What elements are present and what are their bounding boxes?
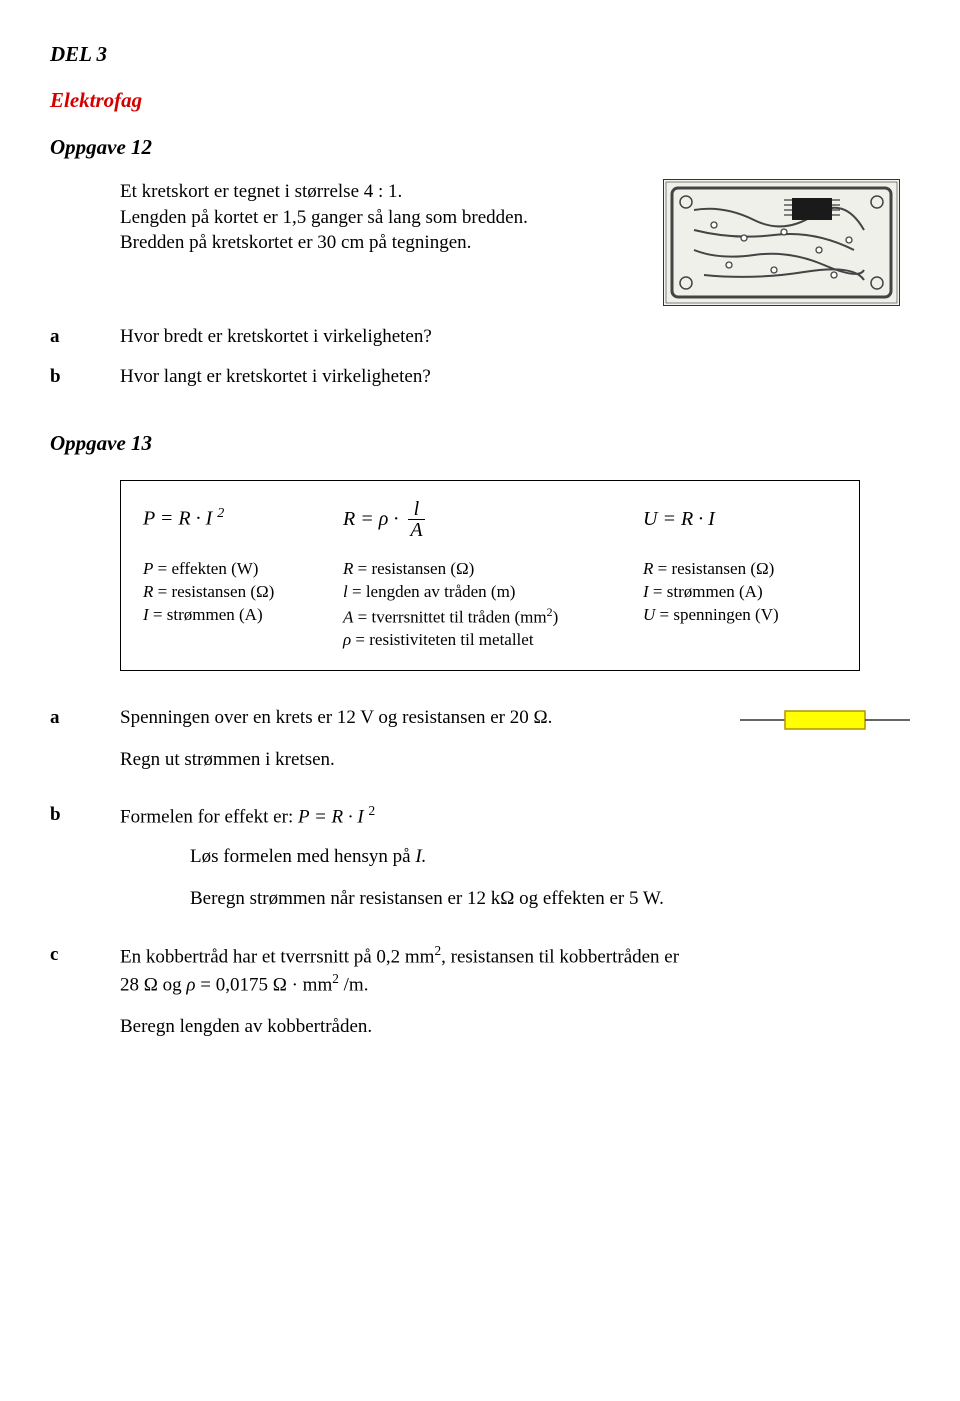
b-formula-sup: 2 bbox=[369, 803, 376, 818]
c-rho: ρ bbox=[186, 974, 195, 995]
def-line: R = resistansen (Ω) bbox=[643, 558, 837, 581]
def-line: ρ = resistiviteten til metallet bbox=[343, 629, 633, 652]
oppgave12-intro: Et kretskort er tegnet i størrelse 4 : 1… bbox=[50, 179, 910, 306]
defs-col3: R = resistansen (Ω) I = strømmen (A) U =… bbox=[633, 558, 837, 652]
part-letter: b bbox=[50, 802, 120, 830]
oppgave13-a: a Spenningen over en krets er 12 V og re… bbox=[50, 705, 910, 772]
def-line: P = effekten (W) bbox=[143, 558, 343, 581]
formula-row: P = R · I 2 R = ρ · l A U = R · I bbox=[143, 499, 837, 540]
b-formula: P = R · I bbox=[298, 807, 364, 828]
def-line: R = resistansen (Ω) bbox=[143, 581, 343, 604]
part-text: Formelen for effekt er: P = R · I 2 bbox=[120, 802, 840, 830]
intro-line: Bredden på kretskortet er 30 cm på tegni… bbox=[120, 230, 528, 256]
intro-line: Lengden på kortet er 1,5 ganger så lang … bbox=[120, 205, 528, 231]
formula-text: R = ρ · bbox=[343, 506, 398, 533]
pcb-illustration bbox=[663, 179, 900, 306]
formula-defs: P = effekten (W) R = resistansen (Ω) I =… bbox=[143, 558, 837, 652]
formula-sup: 2 bbox=[217, 506, 224, 521]
part-letter: b bbox=[50, 364, 120, 390]
c-line2a: 28 Ω og bbox=[120, 974, 186, 995]
formula-box: P = R · I 2 R = ρ · l A U = R · I P = ef… bbox=[120, 480, 860, 671]
def-line: R = resistansen (Ω) bbox=[343, 558, 633, 581]
oppgave13-c: c En kobbertråd har et tverrsnitt på 0,2… bbox=[50, 942, 910, 1040]
resistor-icon bbox=[740, 705, 910, 743]
defs-col1: P = effekten (W) R = resistansen (Ω) I =… bbox=[143, 558, 343, 652]
oppgave12-a: a Hvor bredt er kretskortet i virkelighe… bbox=[50, 324, 910, 350]
c-line2d: /m. bbox=[339, 974, 369, 995]
b-sub1-text: Løs formelen med hensyn på bbox=[190, 846, 415, 867]
def-line: U = spenningen (V) bbox=[643, 604, 837, 627]
c-line1a: En kobbertråd har et tverrsnitt på 0,2 m… bbox=[120, 946, 434, 967]
defs-col2: R = resistansen (Ω) l = lengden av tråde… bbox=[343, 558, 633, 652]
def-line: I = strømmen (A) bbox=[143, 604, 343, 627]
formula-r: R = ρ · l A bbox=[343, 499, 633, 540]
oppgave12-intro-text: Et kretskort er tegnet i størrelse 4 : 1… bbox=[120, 179, 528, 256]
def-line: A = tverrsnittet til tråden (mm2) bbox=[343, 604, 633, 630]
oppgave12-b: b Hvor langt er kretskortet i virkelighe… bbox=[50, 364, 910, 390]
formula-u: U = R · I bbox=[633, 506, 837, 533]
c-line2c: = 0,0175 Ω · mm bbox=[196, 974, 333, 995]
oppgave12-title: Oppgave 12 bbox=[50, 133, 910, 161]
part-letter: a bbox=[50, 324, 120, 350]
text-line: Spenningen over en krets er 12 V og resi… bbox=[120, 705, 720, 731]
b-sub1-ital: I. bbox=[415, 846, 426, 867]
c-line1b: , resistansen til kobbertråden er bbox=[441, 946, 679, 967]
part-text: Hvor bredt er kretskortet i virkelighete… bbox=[120, 324, 910, 350]
text-line: Regn ut strømmen i kretsen. bbox=[120, 747, 720, 773]
part-letter: a bbox=[50, 705, 120, 731]
c-line3: Beregn lengden av kobbertråden. bbox=[120, 1014, 840, 1040]
fraction-num: l bbox=[408, 499, 426, 520]
part-text: En kobbertråd har et tverrsnitt på 0,2 m… bbox=[120, 942, 840, 1040]
intro-line: Et kretskort er tegnet i størrelse 4 : 1… bbox=[120, 179, 528, 205]
formula-text: P = R · I bbox=[143, 508, 212, 530]
formula-p: P = R · I 2 bbox=[143, 505, 343, 533]
fraction: l A bbox=[404, 499, 428, 540]
def-suffix: ) bbox=[553, 607, 559, 626]
b-sub1: Løs formelen med hensyn på I. bbox=[190, 844, 910, 870]
oppgave13-b: b Formelen for effekt er: P = R · I 2 bbox=[50, 802, 910, 830]
subject-title: Elektrofag bbox=[50, 86, 910, 114]
part-text: Spenningen over en krets er 12 V og resi… bbox=[120, 705, 720, 772]
def-line: l = lengden av tråden (m) bbox=[343, 581, 633, 604]
part-letter: c bbox=[50, 942, 120, 1040]
sup: 2 bbox=[332, 971, 339, 986]
oppgave13-title: Oppgave 13 bbox=[50, 429, 910, 457]
del-title: DEL 3 bbox=[50, 40, 910, 68]
fraction-den: A bbox=[404, 520, 428, 540]
b-pre: Formelen for effekt er: bbox=[120, 807, 298, 828]
part-text: Hvor langt er kretskortet i virkelighete… bbox=[120, 364, 910, 390]
def-line: I = strømmen (A) bbox=[643, 581, 837, 604]
b-sub2: Beregn strømmen når resistansen er 12 kΩ… bbox=[190, 886, 910, 912]
